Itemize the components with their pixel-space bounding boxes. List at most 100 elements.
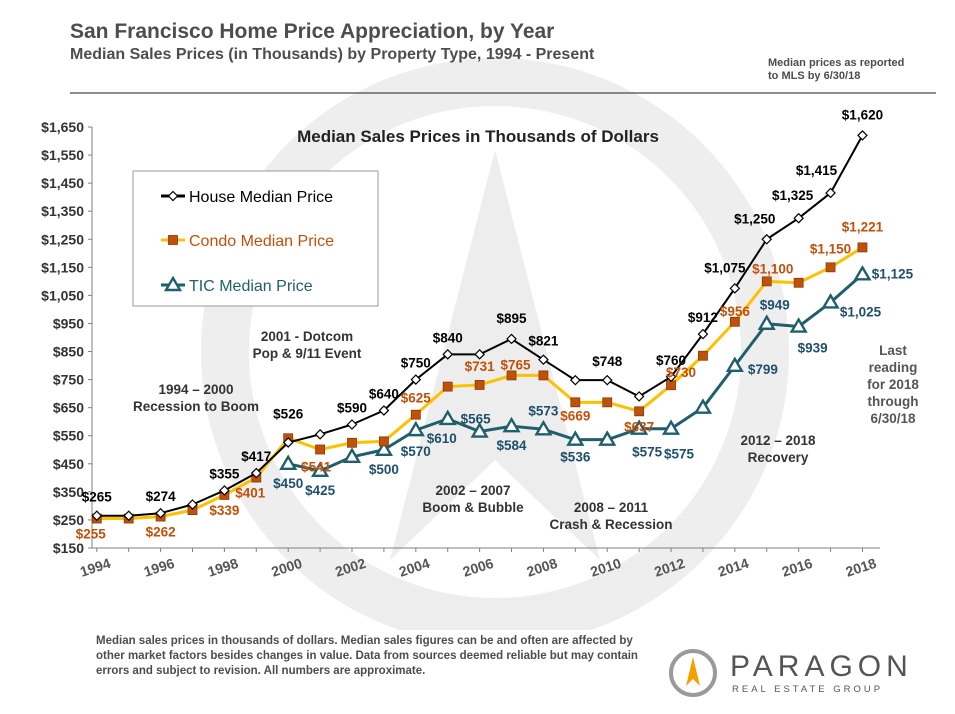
data-point <box>793 212 804 224</box>
x-tick-label: 1996 <box>142 555 177 580</box>
data-label: $450 <box>273 476 303 491</box>
annotation-line: Crash & Recession <box>549 517 672 532</box>
data-label: $750 <box>401 356 431 371</box>
data-label: $590 <box>337 401 367 416</box>
x-tick-label: 2008 <box>525 555 560 580</box>
annotation-line: 2008 – 2011 <box>574 500 649 515</box>
annotation-line: Last <box>879 343 907 358</box>
data-point <box>474 348 485 360</box>
data-point <box>410 374 422 385</box>
legend-label: Condo Median Price <box>189 233 334 250</box>
y-tick-label: $1,450 <box>41 175 84 191</box>
data-point <box>442 381 453 392</box>
watermark-logo-icon <box>201 58 789 630</box>
data-point <box>282 437 294 448</box>
data-label: $425 <box>305 483 336 498</box>
annotation-line: 1994 – 2000 <box>158 382 233 397</box>
data-label: $255 <box>76 527 107 542</box>
data-label: $565 <box>461 412 492 427</box>
data-label: $748 <box>592 354 623 369</box>
line-chart: $150 $250 $350 $450 $550 $650 $750 $850 $950 $1,0… <box>41 58 919 630</box>
data-point <box>598 430 617 446</box>
data-note-line-1: Median prices as reported <box>768 57 905 69</box>
y-tick-label: $1,550 <box>41 147 84 163</box>
y-tick-label: $850 <box>53 344 84 360</box>
page-title: San Francisco Home Price Appreciation, b… <box>70 20 555 43</box>
data-label: $799 <box>748 362 778 377</box>
data-point <box>342 447 362 463</box>
data-label: $1,325 <box>772 188 814 203</box>
data-point <box>757 314 776 330</box>
data-label: $625 <box>401 391 432 406</box>
data-label: $500 <box>369 462 399 477</box>
data-label: $573 <box>528 403 559 418</box>
data-label: $669 <box>560 408 590 423</box>
data-label: $262 <box>146 525 176 540</box>
data-point <box>314 428 326 440</box>
y-tick-label: $650 <box>53 400 84 416</box>
data-label: $536 <box>560 450 591 465</box>
data-point <box>279 454 298 470</box>
data-label: $1,125 <box>872 266 914 281</box>
annotation-line: Boom & Bubble <box>422 500 524 515</box>
data-point <box>570 397 581 408</box>
annotation-line: Recovery <box>748 450 809 465</box>
annotation: Last reading for 2018 through 6/30/18 <box>867 343 919 426</box>
data-point <box>315 444 326 455</box>
data-point <box>569 374 581 386</box>
data-label: $1,415 <box>796 163 838 178</box>
data-label: $401 <box>235 486 266 501</box>
y-tick-label: $1,650 <box>41 119 84 135</box>
x-tick-label: 2016 <box>780 555 815 580</box>
data-point <box>534 419 553 436</box>
data-label: $526 <box>273 406 304 421</box>
data-point <box>821 293 840 309</box>
data-note-line-2: to MLS by 6/30/18 <box>768 70 861 82</box>
legend-marker <box>163 275 183 292</box>
data-label: $760 <box>656 353 686 368</box>
y-tick-label: $1,150 <box>41 259 84 275</box>
data-point <box>825 262 836 273</box>
data-point <box>406 420 425 437</box>
data-label: $541 <box>301 459 332 474</box>
data-point <box>853 264 872 281</box>
x-tick-label: 2006 <box>461 555 496 580</box>
data-point <box>601 374 613 386</box>
data-label: $912 <box>688 310 718 325</box>
data-point <box>538 370 549 381</box>
data-label: $1,150 <box>810 241 851 256</box>
data-label: $956 <box>720 304 751 319</box>
y-tick-label: $350 <box>53 484 84 500</box>
data-point <box>347 437 357 448</box>
data-label: $417 <box>241 449 271 464</box>
data-point <box>123 510 135 522</box>
data-point <box>250 467 262 479</box>
data-point <box>311 461 330 478</box>
data-label: $1,620 <box>842 107 883 122</box>
data-point <box>219 485 230 496</box>
data-point <box>725 356 744 373</box>
data-point <box>665 371 677 383</box>
data-label: $939 <box>798 341 828 356</box>
page-subtitle: Median Sales Prices (in Thousands) by Pr… <box>70 46 595 63</box>
legend-item: House Median Price <box>161 189 333 206</box>
x-tick-label: 1994 <box>78 555 113 580</box>
data-note: Median prices as reported to MLS by 6/30… <box>768 57 904 83</box>
data-point <box>374 440 394 456</box>
disclaimer-text: Median sales prices in thousands of doll… <box>96 635 638 677</box>
x-tick-label: 2018 <box>844 555 879 580</box>
chart-title: Median Sales Prices in Thousands of Doll… <box>297 127 659 146</box>
data-point <box>661 419 681 435</box>
y-tick-label: $1,250 <box>41 231 84 247</box>
y-tick-label: $750 <box>53 372 84 388</box>
data-point <box>379 436 389 447</box>
data-point <box>693 398 713 414</box>
y-tick-label: $950 <box>53 315 84 331</box>
data-label: $274 <box>146 489 177 504</box>
data-label: $355 <box>209 466 240 481</box>
data-label: $640 <box>369 386 399 401</box>
data-point <box>502 416 521 433</box>
data-point <box>506 370 517 381</box>
brand-tagline: REAL ESTATE GROUP <box>732 684 884 695</box>
data-label: $949 <box>760 298 790 313</box>
